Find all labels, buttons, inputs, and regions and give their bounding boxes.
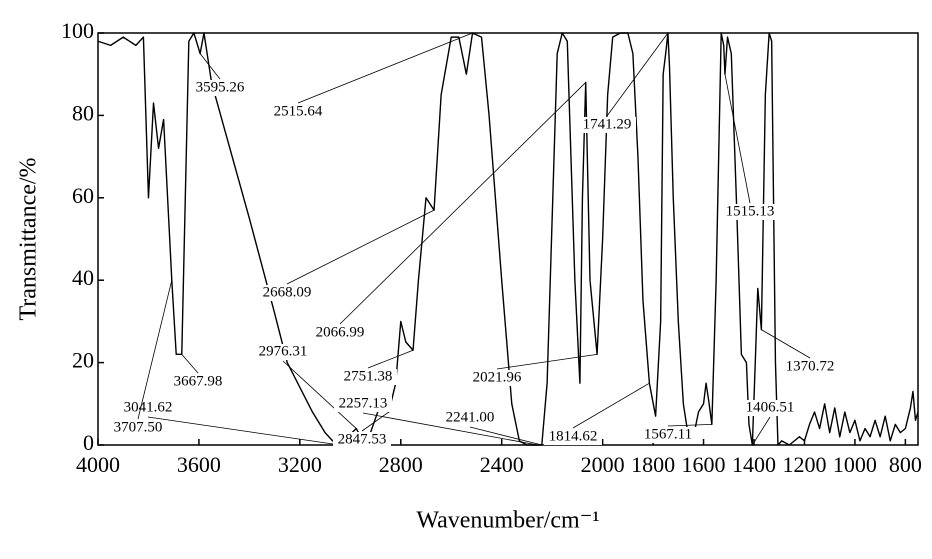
- annotation-bg: [254, 344, 312, 360]
- y-tick-label: 20: [72, 348, 94, 373]
- spectrum-line: [97, 32, 919, 446]
- annotation-bg: [544, 429, 602, 445]
- annotation-bg: [639, 427, 697, 443]
- annotation-label: 2668.09: [263, 284, 312, 300]
- y-tick-label: 80: [72, 100, 94, 125]
- annotation-label: 2066.99: [316, 324, 365, 340]
- annotation-label: 2257.13: [339, 395, 388, 411]
- x-tick-label: 1800: [631, 452, 675, 477]
- annotation-bg: [333, 432, 391, 448]
- annotation-bg: [169, 374, 227, 390]
- x-tick-label: 1400: [732, 452, 776, 477]
- annotation-leader: [752, 416, 771, 446]
- annotation-leader: [282, 360, 357, 429]
- y-tick-label: 60: [72, 183, 94, 208]
- x-tick-label: 3600: [177, 452, 221, 477]
- plot-frame: [97, 32, 919, 446]
- annotation-label: 3707.50: [114, 419, 163, 435]
- annotation-label: 1370.72: [786, 358, 835, 374]
- annotation-bg: [441, 410, 499, 426]
- annotation-leader: [339, 82, 586, 325]
- annotation-leader: [297, 32, 473, 104]
- annotation-label: 1814.62: [549, 428, 598, 444]
- annotation-label: 3041.62: [124, 399, 173, 415]
- x-tick-label: 2000: [581, 452, 625, 477]
- x-tick-label: 1000: [833, 452, 877, 477]
- annotation-bg: [269, 104, 327, 120]
- annotation-leader: [761, 329, 811, 359]
- annotation-leader: [181, 354, 199, 374]
- annotation-bg: [468, 370, 526, 386]
- annotation-bg: [191, 80, 249, 96]
- annotation-leader: [286, 209, 435, 285]
- y-axis-label: Transmittance/%: [16, 157, 42, 320]
- annotation-label: 2847.53: [338, 431, 387, 447]
- annotation-label: 3667.98: [174, 373, 223, 389]
- annotation-leader: [667, 424, 712, 427]
- annotation-bg: [119, 400, 177, 416]
- x-tick-label: 3200: [278, 452, 322, 477]
- annotation-leader: [469, 426, 542, 446]
- annotation-leader: [361, 411, 390, 432]
- annotation-bg: [311, 325, 369, 341]
- y-tick-label: 100: [61, 18, 94, 43]
- annotation-bg: [334, 396, 392, 412]
- x-tick-label: 2800: [379, 452, 423, 477]
- annotation-leader: [199, 53, 221, 80]
- annotation-leader: [367, 349, 414, 369]
- annotation-leader: [362, 412, 538, 446]
- annotation-bg: [781, 359, 839, 375]
- y-tick-label: 0: [83, 430, 94, 455]
- annotation-label: 2976.31: [259, 343, 308, 359]
- x-tick-label: 4000: [76, 452, 120, 477]
- annotation-label: 2515.64: [274, 103, 323, 119]
- annotation-bg: [109, 420, 167, 436]
- annotation-label: 2751.38: [344, 368, 393, 384]
- annotation-leader: [606, 32, 669, 117]
- x-tick-label: 2400: [480, 452, 524, 477]
- x-tick-label: 1600: [682, 452, 726, 477]
- x-tick-label: 1200: [782, 452, 826, 477]
- annotation-label: 2241.00: [446, 409, 495, 425]
- annotation-leader: [724, 74, 751, 204]
- y-tick-label: 40: [72, 265, 94, 290]
- annotation-label: 1406.51: [746, 399, 795, 415]
- annotation-leader: [147, 416, 340, 446]
- annotation-bg: [258, 285, 316, 301]
- annotation-leader: [496, 353, 598, 370]
- x-tick-label: 800: [889, 452, 922, 477]
- annotation-label: 1741.29: [583, 116, 632, 132]
- annotation-bg: [721, 204, 779, 220]
- annotation-bg: [578, 117, 636, 133]
- annotation-label: 3595.26: [196, 79, 245, 95]
- annotation-bg: [741, 400, 799, 416]
- annotation-bg: [339, 369, 397, 385]
- x-axis-label: Wavenumber/cm⁻¹: [416, 508, 599, 534]
- annotation-label: 1567.11: [644, 426, 692, 442]
- annotation-leader: [572, 382, 650, 429]
- annotation-label: 1515.13: [726, 203, 775, 219]
- annotation-label: 2021.96: [473, 369, 522, 385]
- annotation-leader: [137, 280, 173, 420]
